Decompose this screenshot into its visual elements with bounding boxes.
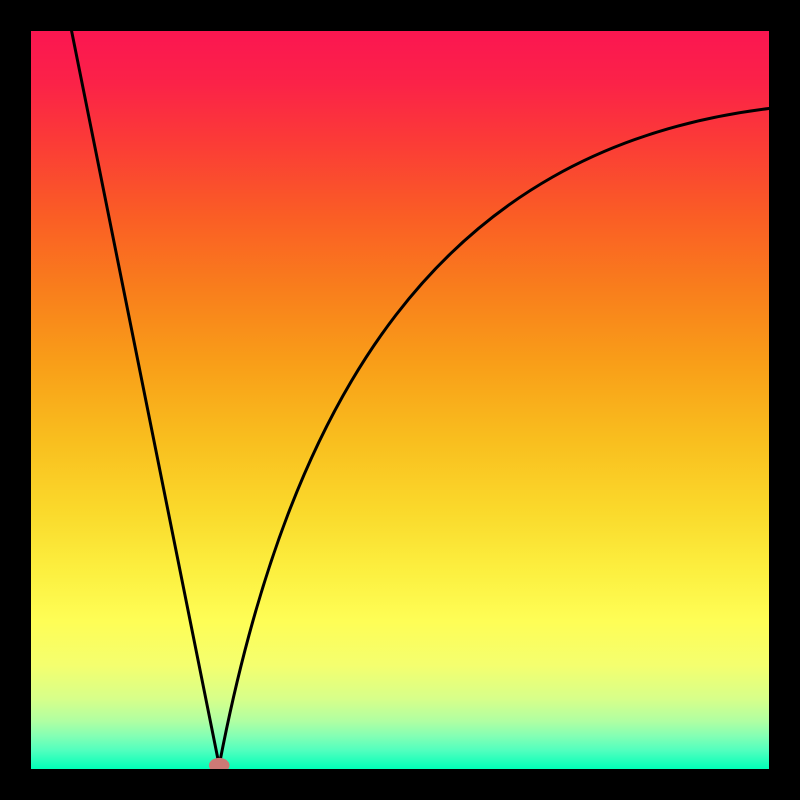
frame-top — [0, 0, 800, 31]
frame-bottom — [0, 769, 800, 800]
frame-right — [769, 0, 800, 800]
gradient-background — [31, 31, 769, 769]
frame-left — [0, 0, 31, 800]
bottleneck-chart — [31, 31, 769, 769]
chart-svg — [31, 31, 769, 769]
